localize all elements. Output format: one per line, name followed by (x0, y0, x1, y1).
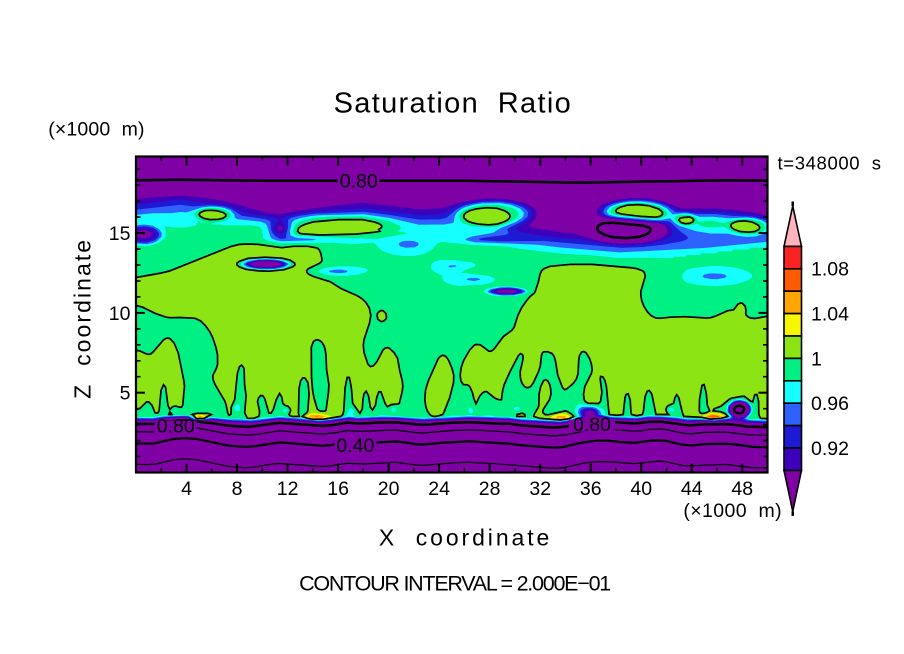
svg-text:8: 8 (232, 478, 243, 500)
svg-text:0.80: 0.80 (157, 415, 195, 437)
svg-text:16: 16 (327, 478, 349, 500)
svg-text:0.80: 0.80 (573, 414, 611, 436)
svg-text:40: 40 (630, 478, 652, 500)
svg-text:48: 48 (731, 478, 753, 500)
svg-text:Saturation Ratio: Saturation Ratio (334, 88, 571, 120)
svg-text:t=348000 s: t=348000 s (778, 152, 882, 173)
svg-text:4: 4 (181, 478, 192, 500)
svg-text:5: 5 (120, 383, 131, 405)
svg-text:20: 20 (378, 478, 400, 500)
svg-text:1: 1 (811, 348, 822, 370)
svg-text:36: 36 (580, 478, 602, 500)
svg-text:44: 44 (681, 478, 703, 500)
svg-text:1.08: 1.08 (811, 259, 849, 281)
svg-text:24: 24 (428, 478, 450, 500)
svg-text:1.04: 1.04 (811, 304, 849, 326)
svg-text:0.92: 0.92 (811, 438, 849, 460)
svg-text:10: 10 (109, 303, 131, 325)
svg-text:15: 15 (109, 223, 131, 245)
svg-text:32: 32 (529, 478, 551, 500)
svg-text:Z coordinate: Z coordinate (70, 240, 96, 399)
svg-text:X coordinate: X coordinate (379, 525, 549, 551)
svg-text:0.96: 0.96 (811, 393, 849, 415)
svg-text:28: 28 (479, 478, 501, 500)
svg-text:12: 12 (277, 478, 299, 500)
svg-text:CONTOUR INTERVAL = 2.000E−01: CONTOUR INTERVAL = 2.000E−01 (299, 572, 611, 596)
svg-text:(×1000 m): (×1000 m) (48, 119, 144, 141)
svg-text:0.80: 0.80 (340, 171, 378, 193)
svg-text:0.40: 0.40 (336, 435, 374, 457)
svg-text:(×1000 m): (×1000 m) (683, 500, 781, 522)
